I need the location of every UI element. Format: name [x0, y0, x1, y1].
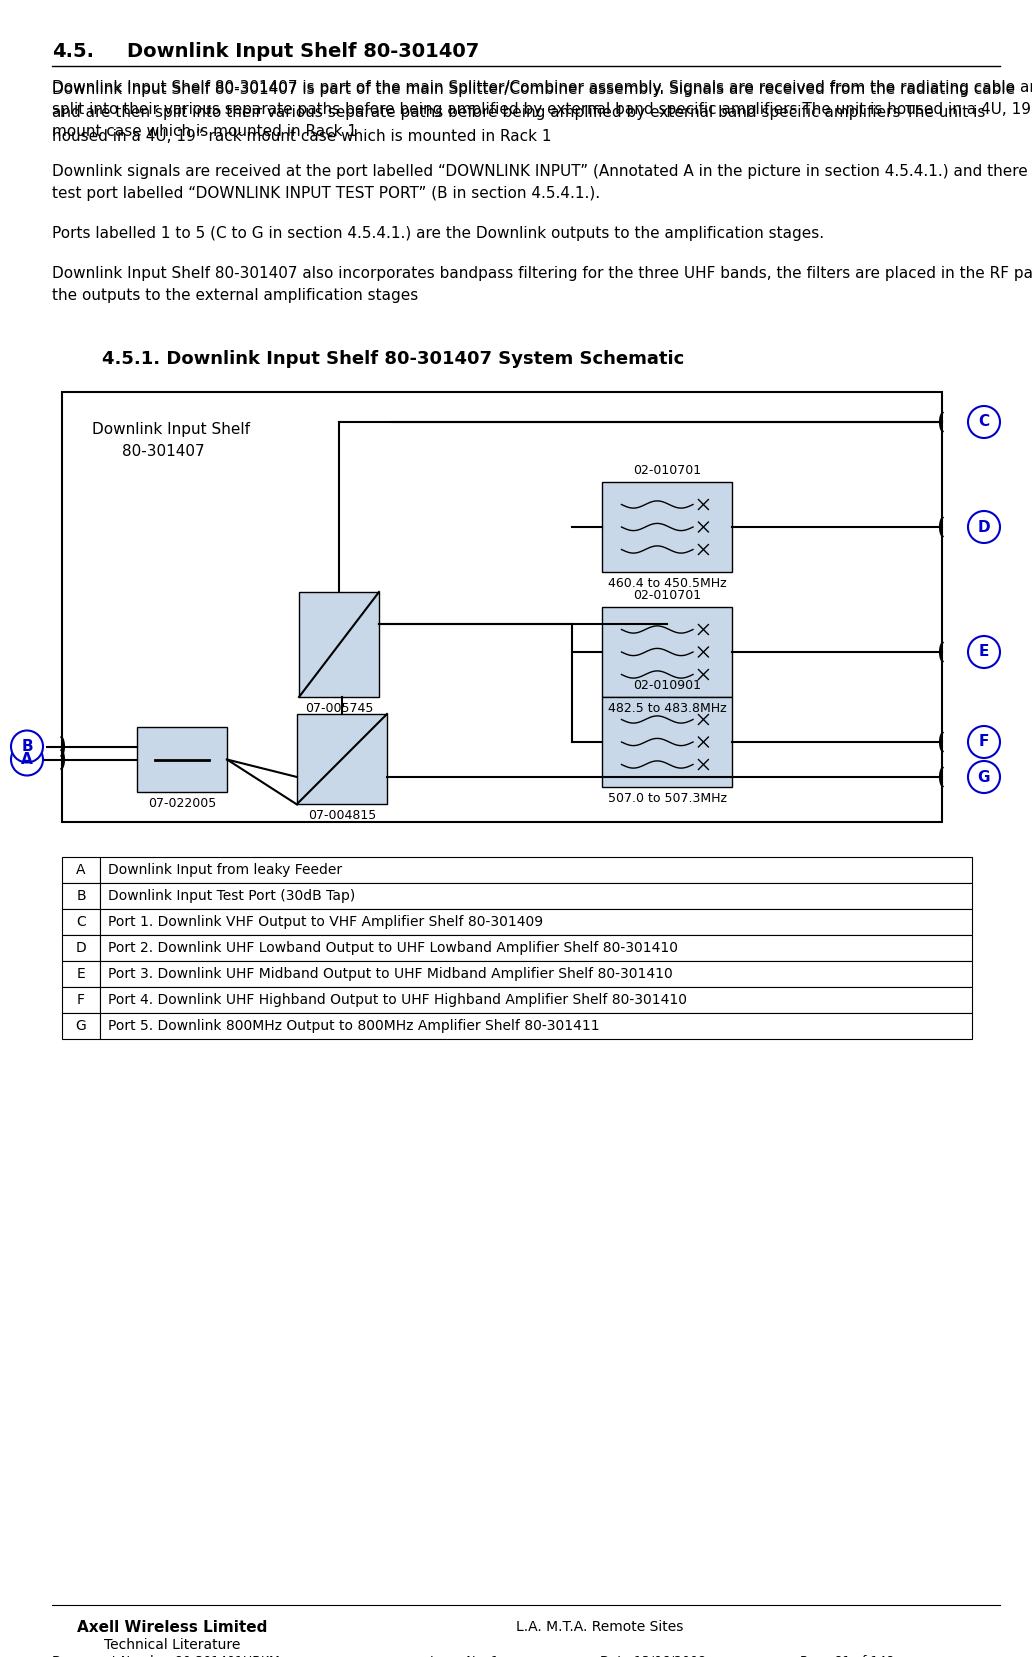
Text: B: B	[22, 739, 33, 754]
FancyBboxPatch shape	[602, 482, 732, 572]
FancyBboxPatch shape	[62, 988, 100, 1012]
FancyBboxPatch shape	[137, 727, 227, 792]
Text: 4.5.: 4.5.	[52, 41, 94, 61]
FancyBboxPatch shape	[100, 857, 972, 883]
Text: A: A	[76, 863, 86, 877]
Text: Axell Wireless Limited: Axell Wireless Limited	[76, 1621, 267, 1635]
Text: 4.5.1. Downlink Input Shelf 80-301407 System Schematic: 4.5.1. Downlink Input Shelf 80-301407 Sy…	[102, 350, 684, 368]
Text: 02-010701: 02-010701	[633, 464, 701, 477]
FancyBboxPatch shape	[100, 1012, 972, 1039]
Text: Technical Literature: Technical Literature	[104, 1639, 240, 1652]
FancyBboxPatch shape	[62, 857, 100, 883]
Text: Downlink Input Shelf 80-301407 also incorporates bandpass filtering for the thre: Downlink Input Shelf 80-301407 also inco…	[52, 267, 1032, 282]
Circle shape	[11, 744, 43, 775]
Text: Downlink Input Shelf 80-301407 is part of the main Splitter/Combiner assembly. S: Downlink Input Shelf 80-301407 is part o…	[52, 80, 1032, 94]
Text: test port labelled “DOWNLINK INPUT TEST PORT” (B in section 4.5.4.1.).: test port labelled “DOWNLINK INPUT TEST …	[52, 186, 601, 200]
Text: Port 5. Downlink 800MHz Output to 800MHz Amplifier Shelf 80-301411: Port 5. Downlink 800MHz Output to 800MHz…	[108, 1019, 600, 1032]
Text: the outputs to the external amplification stages: the outputs to the external amplificatio…	[52, 288, 418, 303]
Text: Port 1. Downlink VHF Output to VHF Amplifier Shelf 80-301409: Port 1. Downlink VHF Output to VHF Ampli…	[108, 915, 543, 930]
FancyBboxPatch shape	[62, 910, 100, 935]
Text: 07-004815: 07-004815	[308, 809, 376, 822]
Text: Issue No. 1: Issue No. 1	[430, 1655, 498, 1657]
Text: 07-022005: 07-022005	[148, 797, 216, 810]
Text: 80-301407: 80-301407	[122, 444, 204, 459]
FancyBboxPatch shape	[100, 988, 972, 1012]
Text: 460.4 to 450.5MHz: 460.4 to 450.5MHz	[608, 577, 727, 590]
Text: Downlink signals are received at the port labelled “DOWNLINK INPUT” (Annotated A: Downlink signals are received at the por…	[52, 164, 1032, 179]
Text: G: G	[977, 769, 991, 784]
Text: Date 13/06/2008: Date 13/06/2008	[600, 1655, 706, 1657]
Text: 02-010901: 02-010901	[633, 679, 701, 693]
FancyBboxPatch shape	[62, 1012, 100, 1039]
FancyBboxPatch shape	[100, 910, 972, 935]
Text: 482.5 to 483.8MHz: 482.5 to 483.8MHz	[608, 703, 727, 716]
FancyBboxPatch shape	[62, 883, 100, 910]
Text: Page 81 of 148: Page 81 of 148	[800, 1655, 895, 1657]
Text: F: F	[978, 734, 990, 749]
Text: L.A. M.T.A. Remote Sites: L.A. M.T.A. Remote Sites	[516, 1621, 683, 1634]
Circle shape	[968, 726, 1000, 757]
Text: 02-010701: 02-010701	[633, 588, 701, 601]
Text: E: E	[76, 968, 86, 981]
FancyBboxPatch shape	[62, 935, 100, 961]
Text: Downlink Input from leaky Feeder: Downlink Input from leaky Feeder	[108, 863, 343, 877]
FancyBboxPatch shape	[100, 935, 972, 961]
Text: Downlink Input Test Port (30dB Tap): Downlink Input Test Port (30dB Tap)	[108, 890, 355, 903]
Text: C: C	[76, 915, 86, 930]
Circle shape	[968, 761, 1000, 794]
Text: Ports labelled 1 to 5 (C to G in section 4.5.4.1.) are the Downlink outputs to t: Ports labelled 1 to 5 (C to G in section…	[52, 225, 825, 240]
Text: E: E	[978, 645, 990, 659]
Text: Downlink Input Shelf: Downlink Input Shelf	[92, 423, 250, 437]
Text: C: C	[978, 414, 990, 429]
Text: Downlink Input Shelf 80-301407 is part of the main Splitter/Combiner assembly. S: Downlink Input Shelf 80-301407 is part o…	[52, 81, 1015, 144]
Text: 07-005745: 07-005745	[304, 703, 374, 716]
Circle shape	[11, 731, 43, 762]
Circle shape	[968, 406, 1000, 437]
Text: A: A	[21, 752, 33, 767]
FancyBboxPatch shape	[602, 606, 732, 698]
Text: G: G	[75, 1019, 87, 1032]
Text: Downlink Input Shelf 80-301407: Downlink Input Shelf 80-301407	[127, 41, 479, 61]
Text: D: D	[75, 941, 87, 954]
Text: 507.0 to 507.3MHz: 507.0 to 507.3MHz	[608, 792, 727, 805]
Circle shape	[968, 636, 1000, 668]
Text: Port 2. Downlink UHF Lowband Output to UHF Lowband Amplifier Shelf 80-301410: Port 2. Downlink UHF Lowband Output to U…	[108, 941, 678, 954]
Text: Document Number 80-301401HBKM: Document Number 80-301401HBKM	[52, 1655, 280, 1657]
FancyBboxPatch shape	[62, 393, 942, 822]
Text: B: B	[76, 890, 86, 903]
FancyBboxPatch shape	[100, 883, 972, 910]
Text: split into their various separate paths before being amplified by external band : split into their various separate paths …	[52, 103, 1032, 118]
Text: F: F	[77, 993, 85, 1007]
FancyBboxPatch shape	[100, 961, 972, 988]
FancyBboxPatch shape	[299, 592, 379, 698]
Text: Port 3. Downlink UHF Midband Output to UHF Midband Amplifier Shelf 80-301410: Port 3. Downlink UHF Midband Output to U…	[108, 968, 673, 981]
Circle shape	[968, 510, 1000, 543]
FancyBboxPatch shape	[62, 961, 100, 988]
Text: D: D	[977, 520, 991, 535]
Text: Port 4. Downlink UHF Highband Output to UHF Highband Amplifier Shelf 80-301410: Port 4. Downlink UHF Highband Output to …	[108, 993, 687, 1007]
FancyBboxPatch shape	[297, 714, 387, 804]
FancyBboxPatch shape	[602, 698, 732, 787]
Text: mount case which is mounted in Rack 1: mount case which is mounted in Rack 1	[52, 124, 357, 139]
